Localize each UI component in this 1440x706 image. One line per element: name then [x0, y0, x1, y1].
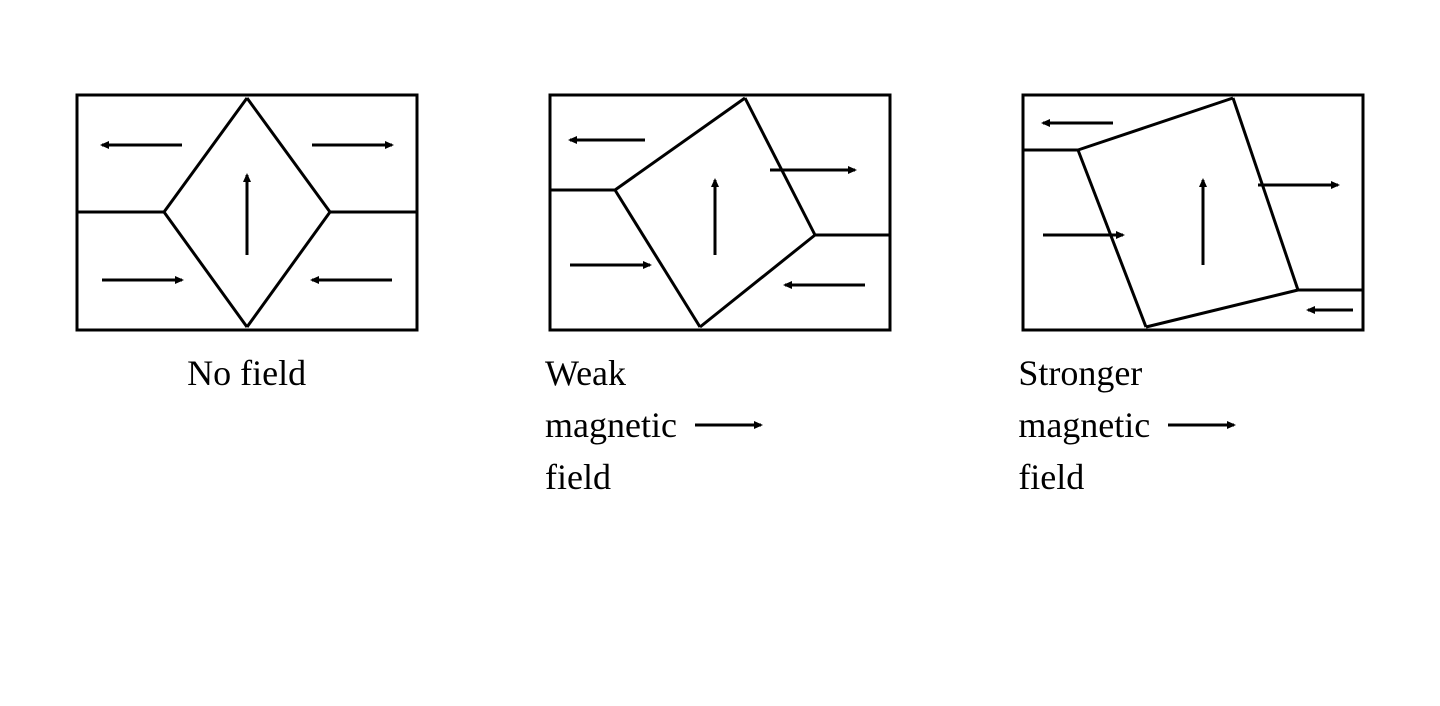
- caption-line-3: field: [1018, 451, 1150, 503]
- caption-line-2: magnetic: [545, 399, 677, 451]
- caption-stronger-field: Stronger magnetic field: [1018, 347, 1244, 504]
- caption-text: No field: [187, 347, 306, 399]
- panel-no-field: No field: [72, 90, 422, 399]
- caption-line-2: magnetic: [1018, 399, 1150, 451]
- diagram-weak-field: [545, 90, 895, 335]
- panel-stronger-field: Stronger magnetic field: [1018, 90, 1368, 504]
- diagram-no-field: [72, 90, 422, 335]
- caption-weak-field: Weak magnetic field: [545, 347, 771, 504]
- field-arrow-icon: [1164, 413, 1244, 437]
- panel-weak-field: Weak magnetic field: [545, 90, 895, 504]
- diagram-stronger-field: [1018, 90, 1368, 335]
- caption-line-3: field: [545, 451, 677, 503]
- figure-container: No field Weak: [0, 0, 1440, 504]
- caption-no-field: No field: [187, 347, 306, 399]
- field-arrow-icon: [691, 413, 771, 437]
- caption-line-1: Stronger: [1018, 347, 1150, 399]
- caption-line-1: Weak: [545, 347, 677, 399]
